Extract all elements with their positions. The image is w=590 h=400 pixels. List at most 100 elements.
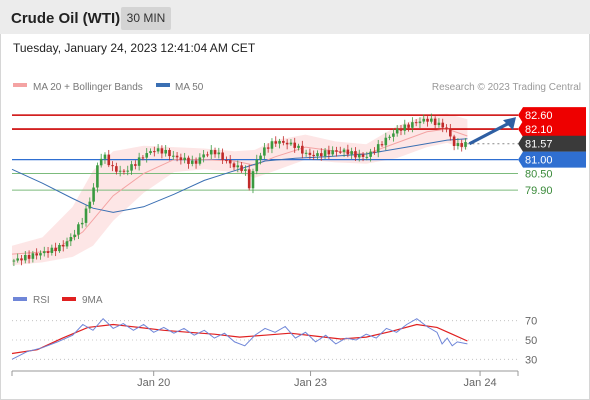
candle-body [23, 254, 27, 261]
level-label-81-00: 81.00 [518, 151, 586, 168]
timestamp: Tuesday, January 24, 2023 12:41:04 AM CE… [13, 41, 256, 55]
candle-body [213, 150, 217, 155]
candle-body [263, 147, 266, 156]
candle-body [50, 247, 54, 253]
price-chart [11, 113, 518, 267]
candle-body [357, 154, 361, 158]
candle-body [373, 151, 376, 153]
candle-body [289, 142, 293, 145]
candle [171, 150, 175, 160]
candle [20, 255, 23, 266]
candle-body [179, 157, 183, 161]
candle [376, 139, 380, 158]
candle [198, 153, 202, 166]
candle [312, 150, 316, 160]
candle-body [183, 157, 186, 161]
rsi-ma-legend-swatch [62, 297, 76, 301]
candle-body [190, 160, 194, 164]
level-badge [518, 107, 586, 124]
level-value: 80.50 [525, 168, 553, 180]
candle [221, 148, 224, 165]
candle-body [221, 152, 224, 160]
bollinger-band [12, 113, 468, 266]
rsi-chart: 70 50 30 [11, 316, 537, 366]
ma20-line [11, 128, 468, 255]
candle [270, 138, 274, 154]
level-badge [518, 121, 586, 138]
candle-body [319, 153, 323, 157]
rsi-legend-swatch [13, 297, 27, 301]
candle [232, 161, 236, 171]
candle [464, 138, 467, 150]
candle-body [266, 147, 270, 149]
candle-body [99, 158, 103, 166]
candle [46, 247, 50, 258]
candle [73, 229, 76, 241]
candle-body [437, 122, 441, 126]
candle-body [39, 253, 42, 256]
candle [414, 119, 418, 127]
candle [437, 118, 441, 128]
candle [373, 147, 376, 155]
candle [263, 142, 266, 160]
candle [61, 240, 65, 252]
candle [190, 155, 194, 167]
candle [407, 122, 410, 132]
candle [206, 151, 209, 158]
candle [149, 148, 152, 155]
level-value: 81.00 [525, 155, 553, 167]
candle [164, 145, 167, 157]
candle-body [282, 140, 285, 143]
candle [225, 156, 228, 164]
candle-body [96, 165, 99, 188]
timeframe-button[interactable]: 30 MIN [121, 7, 171, 30]
candle-body [430, 118, 433, 122]
candle-body [194, 160, 198, 164]
forecast-arrow-head [503, 117, 516, 131]
candle [342, 147, 346, 157]
candle-body [270, 141, 274, 149]
forecast-arrow [468, 120, 512, 146]
candle [145, 148, 149, 163]
candle-body [350, 151, 353, 155]
candle-body [134, 164, 137, 166]
candle [433, 116, 437, 130]
level-label-79-90: 79.90 [525, 185, 553, 197]
candle-body [164, 149, 167, 154]
candle-body [395, 128, 399, 134]
rsi-ma-line [11, 323, 468, 355]
rsi-ma-legend-label: 9MA [82, 295, 103, 306]
candle-body [384, 137, 388, 146]
candle-body [69, 237, 73, 242]
x-tick-label: Jan 20 [137, 377, 170, 389]
candle [31, 250, 35, 263]
candle [350, 147, 353, 159]
ma50-legend-swatch [156, 83, 170, 87]
candle-body [327, 150, 331, 155]
candle-body [388, 136, 391, 138]
candle [88, 197, 92, 214]
candle-body [399, 128, 403, 131]
candle-body [16, 258, 19, 261]
candle-body [27, 254, 31, 259]
candle [411, 117, 414, 133]
level-label-81-57: 81.57 [518, 135, 586, 152]
candle-body [156, 148, 160, 152]
candle [137, 152, 141, 171]
candle-body [80, 222, 84, 225]
candle [392, 128, 395, 142]
candle-body [160, 148, 164, 154]
candle-body [259, 155, 262, 160]
rsi-legend-label: RSI [33, 295, 50, 306]
candle-body [244, 169, 247, 171]
candle [168, 147, 171, 161]
candle-body [323, 150, 327, 157]
candle-body [312, 154, 316, 156]
candle [126, 165, 130, 176]
time-axis: Jan 20 Jan 23 Jan 24 [11, 370, 519, 389]
candle-body [422, 118, 426, 122]
candle-body [449, 128, 452, 137]
candle-body [54, 247, 57, 252]
candle-body [187, 157, 190, 164]
